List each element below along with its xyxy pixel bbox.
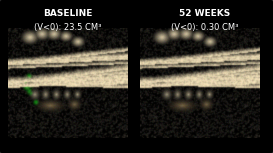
Text: BASELINE: BASELINE <box>44 9 93 18</box>
Text: (V<0): 0.30 CM³: (V<0): 0.30 CM³ <box>171 23 239 32</box>
Text: 52 WEEKS: 52 WEEKS <box>179 9 230 18</box>
Text: (V<0): 23.5 CM³: (V<0): 23.5 CM³ <box>34 23 102 32</box>
